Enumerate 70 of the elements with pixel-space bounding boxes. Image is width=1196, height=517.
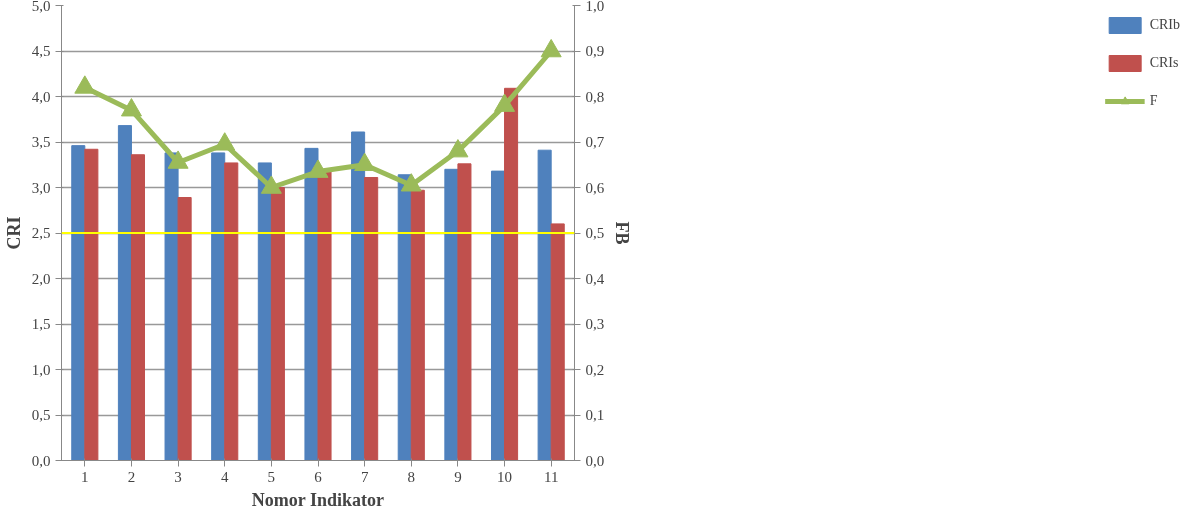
point xyxy=(214,132,236,151)
bar xyxy=(130,154,146,461)
bar xyxy=(351,131,366,461)
legend-label: CRIb xyxy=(1149,17,1180,33)
bar xyxy=(537,149,552,461)
y2-tick-label: 0,6 xyxy=(585,179,605,196)
y-tick-label: 4,5 xyxy=(31,43,51,59)
y-tick-label: 1,0 xyxy=(31,361,51,378)
bar xyxy=(304,147,319,461)
y2-tick-label: 0,3 xyxy=(585,316,605,332)
y-tick-label: 4,0 xyxy=(31,88,51,105)
y2-axis-title: FB xyxy=(612,221,633,245)
y-axis-title: CRI xyxy=(3,216,24,250)
bar xyxy=(164,152,179,461)
point xyxy=(74,75,96,94)
y-tick-label: 3,5 xyxy=(31,134,51,150)
x-tick-label: 7 xyxy=(360,468,369,485)
x-tick-label: 1 xyxy=(81,468,89,485)
y-tick-label: 3,0 xyxy=(31,179,51,196)
y2-tick-label: 0,7 xyxy=(585,134,605,150)
bar xyxy=(490,170,506,461)
bar xyxy=(364,176,379,461)
bar xyxy=(317,171,332,461)
x-axis-title: Nomor Indikator xyxy=(251,489,384,510)
y2-tick-label: 0,5 xyxy=(585,225,605,241)
y-tick-label: 5,0 xyxy=(31,0,51,14)
legend-label: F xyxy=(1149,93,1159,109)
bar xyxy=(224,162,239,461)
y2-tick-label: 0,0 xyxy=(585,452,605,469)
x-tick-label: 9 xyxy=(454,468,462,485)
y2-tick-label: 0,4 xyxy=(585,270,605,287)
bar xyxy=(270,187,285,461)
x-tick-label: 2 xyxy=(127,468,136,485)
bar xyxy=(177,197,192,461)
bar xyxy=(444,168,459,461)
point xyxy=(447,139,469,158)
bar xyxy=(457,163,472,461)
y-tick-label: 2,5 xyxy=(31,225,51,241)
y-tick-label: 2,0 xyxy=(31,270,51,287)
bar xyxy=(117,125,132,461)
bar xyxy=(410,189,425,461)
x-tick-label: 8 xyxy=(407,468,416,485)
y-tick-label: 0,0 xyxy=(31,452,51,469)
bar xyxy=(550,223,565,461)
y2-tick-label: 0,8 xyxy=(585,88,605,105)
point xyxy=(120,98,142,117)
point xyxy=(540,38,562,58)
x-tick-label: 5 xyxy=(267,468,276,485)
x-tick-label: 3 xyxy=(174,468,182,485)
y2-tick-label: 1,0 xyxy=(585,0,605,14)
point xyxy=(167,150,189,169)
point xyxy=(260,175,282,194)
y2-tick-label: 0,9 xyxy=(585,43,605,59)
y2-tick-label: 0,2 xyxy=(585,361,605,378)
y2-tick-label: 0,1 xyxy=(585,407,605,423)
y-tick-label: 0,5 xyxy=(31,407,51,423)
x-tick-label: 10 xyxy=(497,468,513,485)
x-tick-label: 6 xyxy=(314,468,323,485)
x-tick-label: 4 xyxy=(220,468,229,485)
point xyxy=(354,152,376,172)
point xyxy=(307,159,329,178)
y-tick-label: 1,5 xyxy=(31,316,51,332)
bar xyxy=(84,148,99,461)
legend-label: CRIs xyxy=(1149,55,1179,71)
point xyxy=(400,173,422,192)
bar xyxy=(211,152,226,461)
bar xyxy=(504,87,519,461)
point xyxy=(494,93,516,112)
bar xyxy=(71,145,86,461)
x-tick-label: 11 xyxy=(543,468,559,485)
